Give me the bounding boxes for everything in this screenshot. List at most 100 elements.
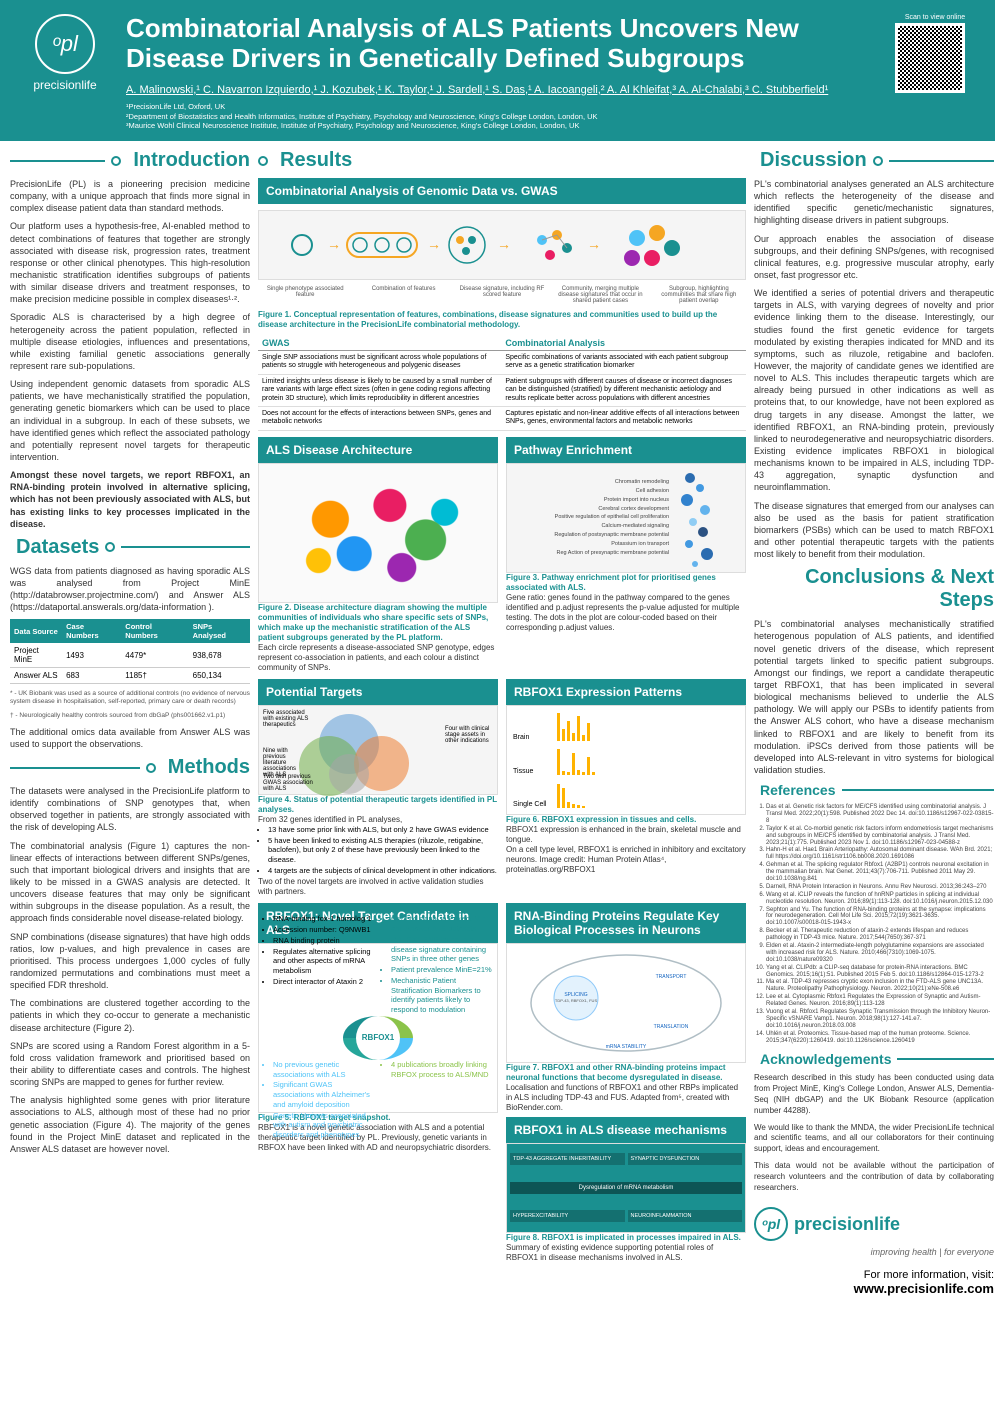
ref-item: Vuong et al. Rbfox1 Regulates Synaptic T… — [766, 1009, 994, 1030]
fig2-caption-b: Figure 2. Disease architecture diagram s… — [258, 603, 488, 642]
section-header-discussion: Discussion — [754, 149, 994, 172]
cell: Captures epistatic and non-linear additi… — [501, 406, 746, 430]
th-source: Data Source — [10, 619, 62, 643]
fig3-box: Chromatin remodeling Cell adhesion Prote… — [506, 463, 746, 573]
pathway-block: Pathway Enrichment Chromatin remodeling … — [506, 437, 746, 673]
fig2-caption-t: Each circle represents a disease-associa… — [258, 643, 498, 673]
bullet: 13 have some prior link with ALS, but on… — [268, 825, 498, 835]
poster-title: Combinatorial Analysis of ALS Patients U… — [126, 14, 879, 74]
fig4-caption-b: Figure 4. Status of potential therapeuti… — [258, 795, 497, 814]
section-header-conclusions: Conclusions & Next Steps — [754, 566, 994, 612]
intro-heading: Introduction — [127, 149, 250, 172]
fig3-caption-b: Figure 3. Pathway enrichment plot for pr… — [506, 573, 716, 592]
logo-block: ᵒpl precisionlife — [20, 14, 110, 92]
svg-text:mRNA STABILITY: mRNA STABILITY — [606, 1044, 647, 1050]
bullet: 4 publications broadly linking RBFOX pro… — [391, 1060, 493, 1080]
bullet: 4 targets are the subjects of clinical d… — [268, 866, 498, 876]
methods-p1: The datasets were analysed in the Precis… — [10, 785, 250, 834]
rna-block: RNA-Binding Proteins Regulate Key Biolog… — [506, 903, 746, 1263]
ref-item: Taylor K et al. Co-morbid genetic risk f… — [766, 826, 994, 847]
expr-row-label: Tissue — [513, 768, 551, 775]
fig1-label: Single phenotype associated feature — [258, 286, 352, 304]
qr-code-icon — [895, 23, 965, 93]
logo-icon: ᵒpl — [35, 14, 95, 74]
ref-item: Ma et al. TDP-43 represses cryptic exon … — [766, 979, 994, 993]
gwas-vs-comb-table: GWASCombinatorial Analysis Single SNP as… — [258, 336, 746, 431]
fig6-box: Brain Tissue Single Cell — [506, 705, 746, 815]
cell: 1493 — [62, 643, 121, 668]
bullet: Genetic signal in Project MinE and Answe… — [391, 914, 493, 934]
expr-block: RBFOX1 Expression Patterns Brain Tissue … — [506, 679, 746, 897]
footer-brand: precisionlife — [794, 1214, 900, 1235]
section-header-results: Results — [258, 149, 378, 172]
pathway-label: Positive regulation of epithelial cell p… — [554, 513, 669, 522]
bullet: Regulates alternative splicing and other… — [273, 947, 375, 976]
pathway-label: Regulation of postsynaptic membrane pote… — [554, 531, 669, 540]
methods-p3: SNP combinations (disease signatures) th… — [10, 931, 250, 992]
discussion-p2: Our approach enables the association of … — [754, 233, 994, 282]
fig7-caption: Figure 7. RBFOX1 and other RNA-binding p… — [506, 1063, 746, 1083]
fig8-caption: Figure 8. RBFOX1 is implicated in proces… — [506, 1233, 746, 1243]
cell: Patient subgroups with different causes … — [501, 374, 746, 406]
expr-row-label: Single Cell — [513, 801, 551, 808]
discussion-heading: Discussion — [754, 149, 867, 172]
pathway-label: Cerebral cortex development — [554, 505, 669, 514]
cell: Limited insights unless disease is likel… — [258, 374, 501, 406]
fig7-caption-t: Localisation and functions of RBFOX1 and… — [506, 1083, 746, 1113]
bullet: 5 have been linked to existing ALS thera… — [268, 836, 498, 865]
cell: Does not account for the effects of inte… — [258, 406, 501, 430]
fig1-label: Disease signature, including RF scored f… — [455, 286, 549, 304]
table-row: Project MinE 1493 4479* 938,678 — [10, 643, 250, 668]
fig3-caption-t: Gene ratio: genes found in the pathway c… — [506, 593, 746, 633]
logo-text: precisionlife — [33, 78, 96, 92]
datasets-table: Data Source Case Numbers Control Numbers… — [10, 619, 250, 684]
fig8-caption-b: Figure 8. RBFOX1 is implicated in proces… — [506, 1233, 741, 1242]
results-heading: Results — [274, 149, 352, 172]
cell: 938,678 — [189, 643, 250, 668]
fig5-box: RNA-binding fox-1 homolog 1 Accession nu… — [258, 943, 498, 1113]
svg-text:TDP-43, RBFOX1, FUS: TDP-43, RBFOX1, FUS — [555, 998, 598, 1003]
bullet: RNA binding protein — [273, 936, 375, 946]
pathway-label: Cell adhesion — [554, 487, 669, 496]
venn-label: Two with previous GWAS association with … — [263, 774, 323, 792]
affiliation-3: ³Maurice Wohl Clinical Neuroscience Inst… — [126, 121, 879, 131]
ack-p3: This data would not be available without… — [754, 1161, 994, 1193]
methods-p6: The analysis highlighted some genes with… — [10, 1094, 250, 1155]
rbfox-ring-label: RBFOX1 — [356, 1016, 400, 1060]
fig1-diagram: → → → → — [258, 210, 746, 280]
bullet: RBFOX1 SNP found in a disease signature … — [391, 935, 493, 964]
datasets-foot1: * - UK Biobank was used as a source of a… — [10, 690, 250, 706]
fig7-box: SPLICING TDP-43, RBFOX1, FUS TRANSPORT T… — [506, 943, 746, 1063]
fig5-br: 4 publications broadly linking RBFOX pro… — [381, 1060, 493, 1141]
section-header-ack: Acknowledgements — [754, 1051, 994, 1067]
ref-item: Hahn-H et al. Hae1 Brain Arteriopathy: A… — [766, 847, 994, 861]
rbfox-rna-row: RBFOX1: Novel Target Candidate in ALS RN… — [258, 903, 746, 1263]
targets-block: Potential Targets Five associated with e… — [258, 679, 498, 897]
authors-text: A. Malinowski,¹ C. Navarron Izquierdo,¹ … — [126, 84, 828, 96]
poster: ᵒpl precisionlife Combinatorial Analysis… — [0, 0, 995, 1304]
fig4-bullets: 13 have some prior link with ALS, but on… — [258, 825, 498, 876]
svg-text:→: → — [327, 236, 341, 252]
fig6-caption: Figure 6. RBFOX1 expression in tissues a… — [506, 815, 746, 825]
ack-heading: Acknowledgements — [754, 1051, 891, 1067]
ref-item: Gehman et al. The splicing regulator Rbf… — [766, 862, 994, 883]
targets-expr-row: Potential Targets Five associated with e… — [258, 679, 746, 897]
intro-p2: Our platform uses a hypothesis-free, AI-… — [10, 220, 250, 305]
qr-label: Scan to view online — [895, 14, 975, 21]
svg-text:→: → — [497, 236, 511, 252]
pathway-label: Chromatin remodeling — [554, 478, 669, 487]
arch-block: ALS Disease Architecture Figure 2. Disea… — [258, 437, 498, 673]
fig6-caption-t: On a cell type level, RBFOX1 is enriched… — [506, 845, 746, 875]
fig5-left: RNA-binding fox-1 homolog 1 Accession nu… — [263, 914, 375, 1016]
panel-rbfoxmech: RBFOX1 in ALS disease mechanisms — [506, 1117, 746, 1143]
ref-item: Elden et al. Ataxin-2 intermediate-lengt… — [766, 943, 994, 964]
bullet: Significant GWAS associations with Alzhe… — [273, 1080, 375, 1109]
cell: 683 — [62, 668, 121, 684]
gwas-h1: GWAS — [258, 336, 501, 351]
bullet: Accession number: Q9NWB1 — [273, 925, 375, 935]
body-columns: Introduction PrecisionLife (PL) is a pio… — [0, 141, 995, 1304]
svg-text:→: → — [587, 236, 601, 252]
venn-label: Four with clinical stage assets in other… — [445, 726, 493, 744]
column-left: Introduction PrecisionLife (PL) is a pio… — [10, 149, 250, 1296]
cell: Project MinE — [10, 643, 62, 668]
